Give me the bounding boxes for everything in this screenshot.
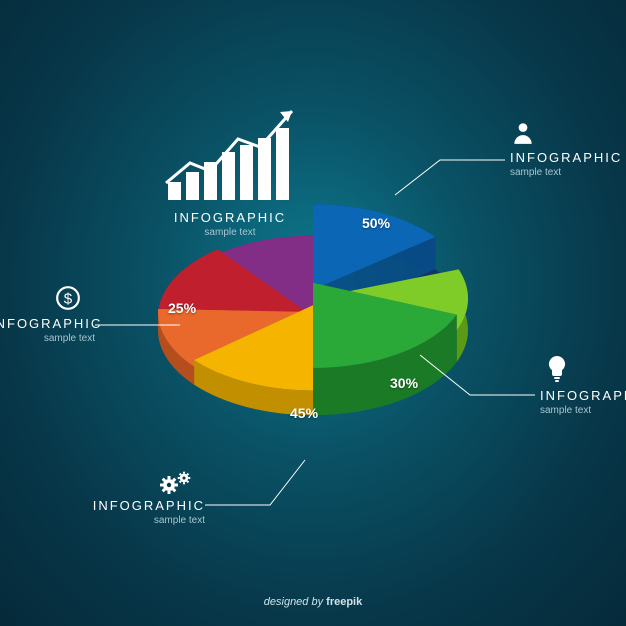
pct-30: 30% [390, 375, 418, 391]
person-icon [510, 120, 536, 151]
pct-45: 45% [290, 405, 318, 421]
callout-title: INFOGRAPHIC [160, 210, 300, 225]
callout-top-right: INFOGRAPHIC sample text [510, 150, 622, 178]
pct-50: 50% [362, 215, 390, 231]
callout-sub: sample text [85, 515, 205, 526]
callout-title: INFOGRAPHIC [510, 150, 622, 165]
callout-top-left: INFOGRAPHIC sample text [160, 210, 300, 238]
pct-25: 25% [168, 300, 196, 316]
infographic-stage: 50% 30% 45% 25% INFOGRAPHIC sample text … [0, 0, 626, 626]
callout-title: INFOGRAPHIC [540, 388, 626, 403]
bulb-icon [545, 355, 569, 388]
callout-title: INFOGRAPHIC [0, 316, 95, 331]
callout-sub: sample text [540, 405, 626, 416]
dollar-icon: $ [55, 285, 81, 316]
callout-left: INFOGRAPHIC sample text [0, 316, 95, 344]
credit-brand: freepik [326, 596, 362, 608]
credit-prefix: designed by [264, 596, 326, 608]
callout-sub: sample text [160, 227, 300, 238]
callout-title: INFOGRAPHIC [85, 498, 205, 513]
growth-barchart-icon [160, 105, 300, 205]
callout-sub: sample text [0, 333, 95, 344]
callout-sub: sample text [510, 167, 622, 178]
callout-right: INFOGRAPHIC sample text [540, 388, 626, 416]
svg-text:$: $ [64, 290, 73, 307]
callout-bottom: INFOGRAPHIC sample text [85, 498, 205, 526]
credit-line: designed by freepik [0, 596, 626, 608]
leader-lines [0, 0, 626, 626]
